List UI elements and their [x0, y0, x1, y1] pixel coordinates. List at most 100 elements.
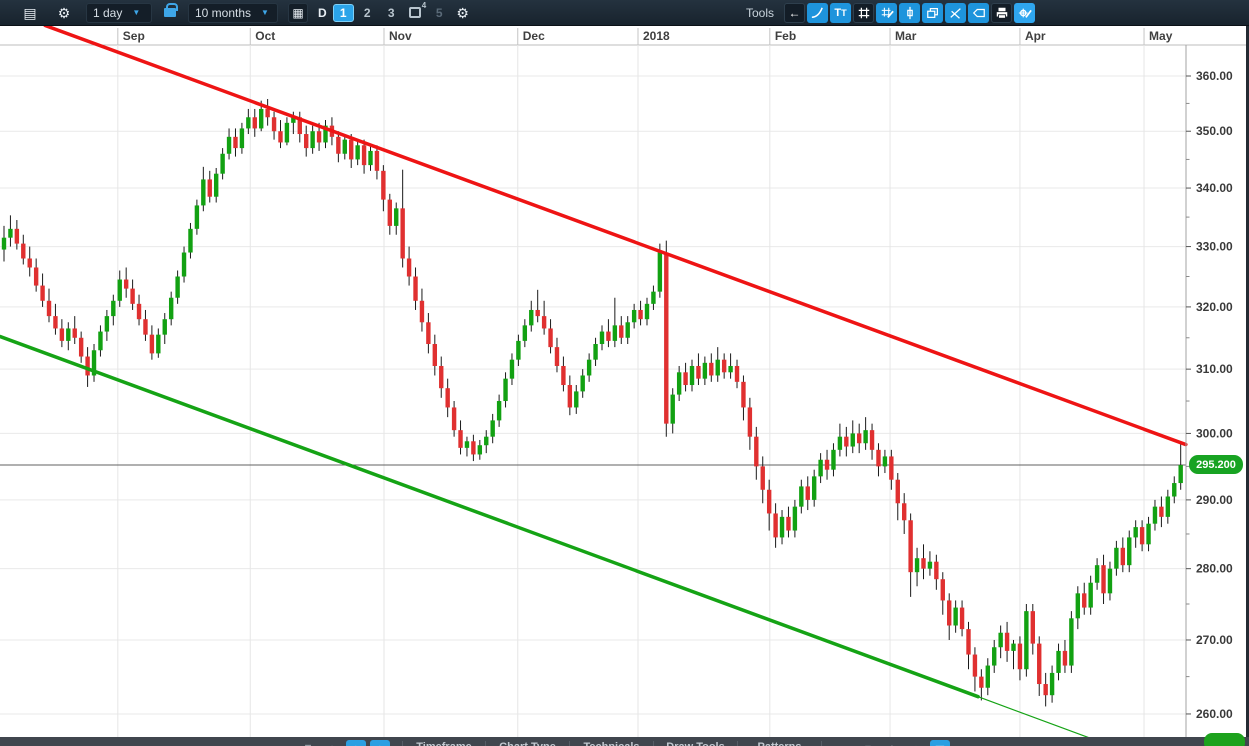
layout-tab-3[interactable]: 3 [387, 5, 395, 20]
trendline-upper-resistance[interactable] [43, 23, 1188, 447]
curve-tool-icon[interactable] [807, 2, 828, 23]
candle-body[interactable] [914, 558, 920, 573]
candle-body[interactable] [522, 325, 528, 341]
candle-body[interactable] [786, 516, 791, 531]
candle-body[interactable] [824, 459, 830, 470]
candle-body[interactable] [516, 340, 521, 360]
candle-body[interactable] [168, 297, 174, 320]
save-layout-icon[interactable]: 4 [405, 1, 426, 22]
candle-body[interactable] [98, 331, 103, 351]
candle-body[interactable] [149, 334, 155, 354]
candle-body[interactable] [291, 117, 296, 123]
trendlines-tool-icon[interactable] [945, 2, 966, 23]
candle-body[interactable] [1043, 684, 1048, 696]
candle-body[interactable] [59, 328, 65, 341]
candle-body[interactable] [8, 228, 13, 238]
candle-body[interactable] [728, 365, 733, 373]
candle-body[interactable] [689, 365, 695, 386]
candle-body[interactable] [21, 243, 26, 259]
lock-icon[interactable] [160, 3, 180, 17]
candle-body[interactable] [355, 145, 360, 160]
candle-body[interactable] [175, 276, 180, 298]
candle-body[interactable] [1024, 611, 1029, 670]
candle-body[interactable] [529, 309, 534, 326]
candle-body[interactable] [220, 153, 225, 174]
candle-body[interactable] [754, 436, 759, 467]
candle-body[interactable] [394, 208, 399, 226]
candle-body[interactable] [676, 372, 682, 395]
candle-body[interactable] [972, 654, 978, 677]
candle-body[interactable] [426, 322, 431, 345]
candle-body[interactable] [226, 136, 232, 154]
tab-patterns[interactable]: Patterns [738, 741, 822, 746]
pin-icon[interactable]: ⊼ [298, 740, 318, 746]
candle-body[interactable] [747, 407, 753, 437]
draw-settings-icon[interactable] [1014, 2, 1035, 23]
candle-body[interactable] [799, 486, 804, 507]
candle-body[interactable] [612, 325, 618, 341]
candle-body[interactable] [856, 433, 862, 444]
candle-body[interactable] [111, 300, 116, 317]
candle-body[interactable] [239, 128, 245, 149]
candle-body[interactable] [400, 208, 405, 259]
candle-body[interactable] [477, 445, 483, 455]
candle-body[interactable] [451, 407, 457, 431]
candle-body[interactable] [439, 365, 444, 389]
candle-body[interactable] [638, 309, 643, 320]
candle-body[interactable] [850, 433, 855, 447]
candle-body[interactable] [143, 319, 148, 335]
candle-body[interactable] [811, 476, 817, 500]
candle-body[interactable] [123, 279, 129, 289]
candle-body[interactable] [734, 365, 740, 382]
candle-body[interactable] [406, 258, 412, 277]
tab-chart-type[interactable]: Chart Type [486, 741, 570, 746]
candle-body[interactable] [1017, 643, 1023, 670]
layout-tab-5[interactable]: 5 [435, 5, 443, 20]
candle-body[interactable] [278, 131, 283, 143]
candle-body[interactable] [1159, 506, 1164, 517]
candle-body[interactable] [40, 285, 45, 301]
candle-body[interactable] [265, 108, 270, 118]
text-tool-icon[interactable]: TT [830, 2, 851, 23]
candle-body[interactable] [1101, 565, 1106, 594]
candle-body[interactable] [188, 228, 193, 253]
candle-body[interactable] [657, 252, 663, 292]
candle-body[interactable] [1172, 483, 1177, 497]
candle-body[interactable] [1082, 593, 1087, 608]
box-icon[interactable]: ▢ [858, 740, 878, 746]
candle-body[interactable] [709, 362, 714, 376]
candle-body[interactable] [53, 316, 58, 329]
windows-layout-icon[interactable] [922, 2, 943, 23]
candle-body[interactable] [1069, 618, 1074, 666]
candle-body[interactable] [895, 479, 900, 504]
candle-body[interactable] [336, 136, 341, 154]
candle-body[interactable] [567, 385, 573, 408]
candle-body[interactable] [1049, 672, 1055, 696]
trendline-lower-support-extension[interactable] [977, 696, 1106, 745]
candle-body[interactable] [136, 303, 142, 320]
calendar-icon[interactable]: ▦ [288, 2, 308, 23]
candle-body[interactable] [66, 328, 71, 341]
candle-body[interactable] [323, 125, 328, 143]
candle-body[interactable] [683, 372, 688, 386]
arrow-up-icon[interactable]: ↑ [906, 740, 926, 746]
candle-body[interactable] [413, 276, 418, 301]
candle-body[interactable] [844, 436, 849, 447]
candle-body[interactable] [509, 359, 515, 379]
candle-body[interactable] [91, 350, 97, 376]
candle-body[interactable] [934, 561, 939, 580]
candle-body[interactable] [1133, 527, 1138, 538]
candle-body[interactable] [361, 145, 367, 166]
candle-body[interactable] [181, 252, 187, 277]
candle-body[interactable] [953, 607, 958, 626]
candle-body[interactable] [535, 309, 540, 317]
candle-body[interactable] [213, 173, 219, 197]
candle-body[interactable] [46, 300, 52, 317]
candle-body[interactable] [130, 288, 135, 304]
candle-body[interactable] [207, 179, 212, 197]
candle-body[interactable] [837, 436, 843, 450]
candle-body[interactable] [1056, 650, 1061, 673]
candle-body[interactable] [104, 316, 110, 332]
candle-body[interactable] [779, 516, 785, 538]
candle-body[interactable] [27, 258, 32, 268]
